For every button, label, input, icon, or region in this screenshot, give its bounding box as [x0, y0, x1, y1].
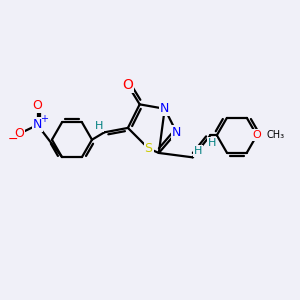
Text: N: N	[172, 126, 181, 139]
Text: CH₃: CH₃	[266, 130, 284, 140]
Text: O: O	[122, 78, 134, 92]
Text: O: O	[33, 99, 43, 112]
Text: N: N	[160, 102, 169, 115]
Text: −: −	[7, 133, 18, 146]
Text: N: N	[33, 118, 42, 131]
Text: +: +	[40, 114, 48, 124]
Text: O: O	[253, 130, 261, 140]
Text: O: O	[14, 127, 24, 140]
Text: H: H	[208, 138, 216, 148]
Text: H: H	[95, 121, 103, 131]
Text: S: S	[145, 142, 152, 155]
Text: H: H	[194, 146, 202, 156]
